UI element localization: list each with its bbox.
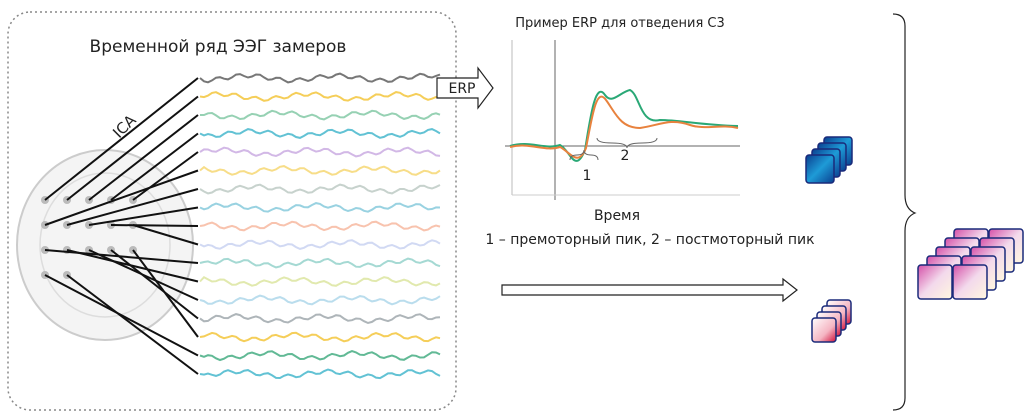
brace-1: [569, 149, 599, 161]
ica-wire: [110, 132, 199, 201]
long-arrow: [501, 277, 798, 303]
head-inner: [39, 172, 171, 318]
feature-stacks: [805, 136, 1024, 343]
ica-wire: [44, 77, 199, 201]
eeg-trace: [199, 91, 441, 102]
ica-wire: [88, 114, 199, 201]
eeg-traces: [41, 72, 441, 380]
eeg-trace: [199, 220, 441, 232]
eeg-title: Временной ряд ЭЭГ замеров: [90, 37, 347, 57]
feature-card: [811, 317, 837, 343]
ica-wire: [66, 95, 199, 201]
peak-2-label: 2: [621, 148, 630, 164]
erp-x-label: Время: [594, 208, 640, 224]
erp-legend: 1 – премоторный пик, 2 – постмоторный пи…: [485, 232, 814, 248]
eeg-trace: [199, 239, 441, 250]
ica-wire: [66, 188, 199, 226]
eeg-trace: [199, 331, 441, 343]
head: [16, 149, 194, 341]
ica-wire: [110, 249, 199, 320]
ica-lines: [44, 77, 199, 375]
erp-arrow: [436, 66, 494, 110]
erp-curve-green: [509, 88, 739, 162]
feature-card: [917, 264, 953, 300]
eeg-panel-border: [7, 11, 457, 411]
ica-wire: [110, 224, 199, 227]
ica-wire: [44, 249, 199, 264]
erp-title: Пример ERP для отведения C3: [515, 16, 725, 31]
eeg-trace: [199, 350, 441, 362]
ica-wire: [66, 274, 199, 375]
peak-1-label: 1: [583, 168, 592, 184]
ica-wire: [88, 206, 199, 226]
ica-wire: [132, 224, 199, 246]
ica-label: ICA: [109, 111, 140, 142]
eeg-trace: [199, 257, 441, 269]
eeg-trace: [199, 275, 441, 287]
eeg-trace: [199, 165, 441, 176]
ica-wire: [44, 169, 199, 226]
eeg-trace: [199, 313, 441, 325]
feature-card: [952, 264, 988, 300]
eeg-trace: [199, 128, 441, 139]
eeg-trace: [199, 202, 441, 213]
ica-wire: [132, 249, 199, 338]
big-brace: [892, 13, 917, 411]
eeg-trace: [199, 294, 441, 306]
eeg-trace: [199, 72, 441, 84]
erp-arrow-label: ERP: [448, 81, 475, 97]
eeg-trace: [200, 109, 441, 121]
ica-wire: [132, 151, 199, 201]
erp-curve-orange: [509, 95, 739, 159]
eeg-trace: [199, 146, 441, 158]
feature-card: [805, 154, 835, 184]
eeg-trace: [199, 368, 441, 380]
eeg-trace: [199, 183, 441, 195]
brace-2: [596, 137, 658, 149]
